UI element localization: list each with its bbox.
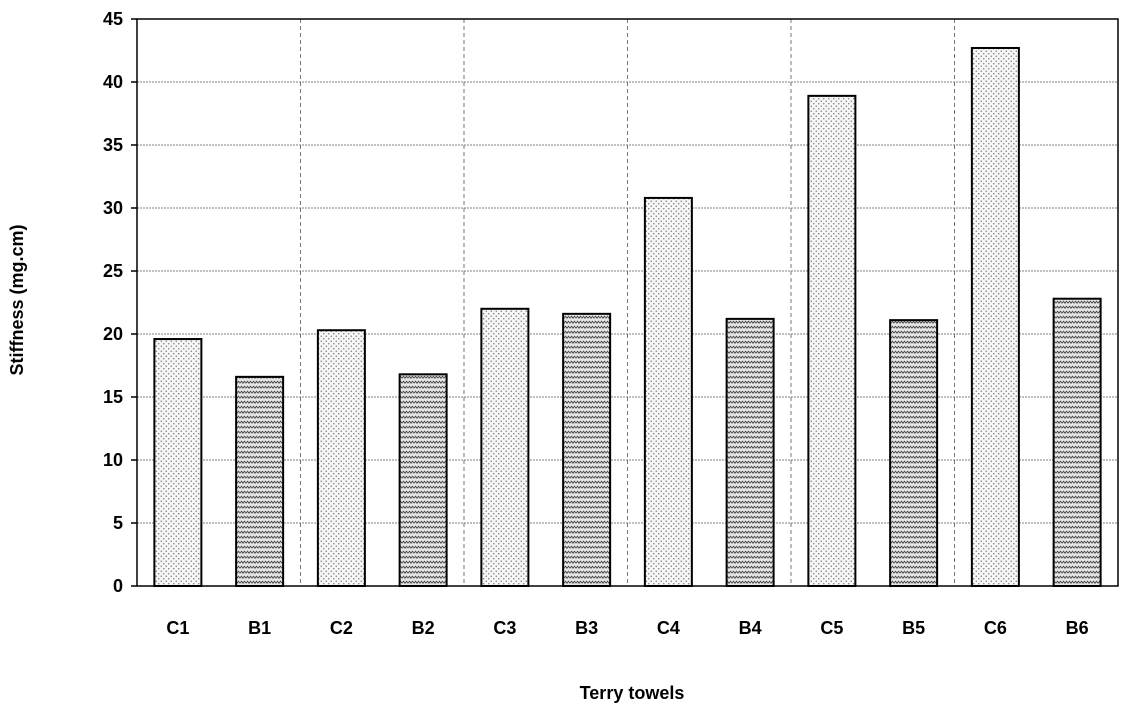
y-tick-label: 45	[103, 9, 123, 29]
bar-c2	[316, 329, 366, 587]
x-tick-label-b4: B4	[739, 618, 762, 638]
bar-c3	[480, 307, 530, 587]
x-tick-label-b6: B6	[1066, 618, 1089, 638]
grid-lines	[137, 19, 1118, 586]
x-tick-labels: C1 B1 C2 B2 C3 B3 C4 B4 C5 B5 C6 B6	[166, 618, 1088, 638]
bar-c4	[643, 196, 693, 587]
y-tick-label: 20	[103, 324, 123, 344]
axes	[136, 18, 1119, 587]
bar-b2	[398, 373, 448, 587]
x-tick-label-c6: C6	[984, 618, 1007, 638]
x-tick-label-b5: B5	[902, 618, 925, 638]
y-tick-labels: 0 5 10 15 20 25 30 35 40 45	[103, 9, 137, 596]
x-tick-label-c1: C1	[166, 618, 189, 638]
y-tick-label: 40	[103, 72, 123, 92]
bar-c6	[970, 46, 1020, 588]
bar-c1	[153, 338, 203, 588]
bar-b4	[725, 317, 775, 587]
y-axis-title: Stiffness (mg.cm)	[7, 224, 27, 375]
x-tick-label-c5: C5	[820, 618, 843, 638]
y-tick-label: 10	[103, 450, 123, 470]
y-tick-label: 30	[103, 198, 123, 218]
y-tick-label: 25	[103, 261, 123, 281]
bar-b5	[889, 319, 939, 587]
bar-c5	[807, 94, 857, 588]
x-tick-label-b2: B2	[412, 618, 435, 638]
bar-b3	[562, 312, 612, 587]
y-tick-label: 15	[103, 387, 123, 407]
y-tick-label: 0	[113, 576, 123, 596]
y-tick-label: 35	[103, 135, 123, 155]
x-tick-label-b3: B3	[575, 618, 598, 638]
bar-b1	[235, 375, 285, 587]
x-axis-title: Terry towels	[580, 683, 685, 703]
bar-b6	[1052, 297, 1102, 587]
plot-frame	[136, 18, 1119, 587]
bars	[153, 46, 1102, 588]
x-tick-label-c2: C2	[330, 618, 353, 638]
y-tick-label: 5	[113, 513, 123, 533]
x-tick-label-c4: C4	[657, 618, 680, 638]
x-tick-label-b1: B1	[248, 618, 271, 638]
x-tick-label-c3: C3	[493, 618, 516, 638]
